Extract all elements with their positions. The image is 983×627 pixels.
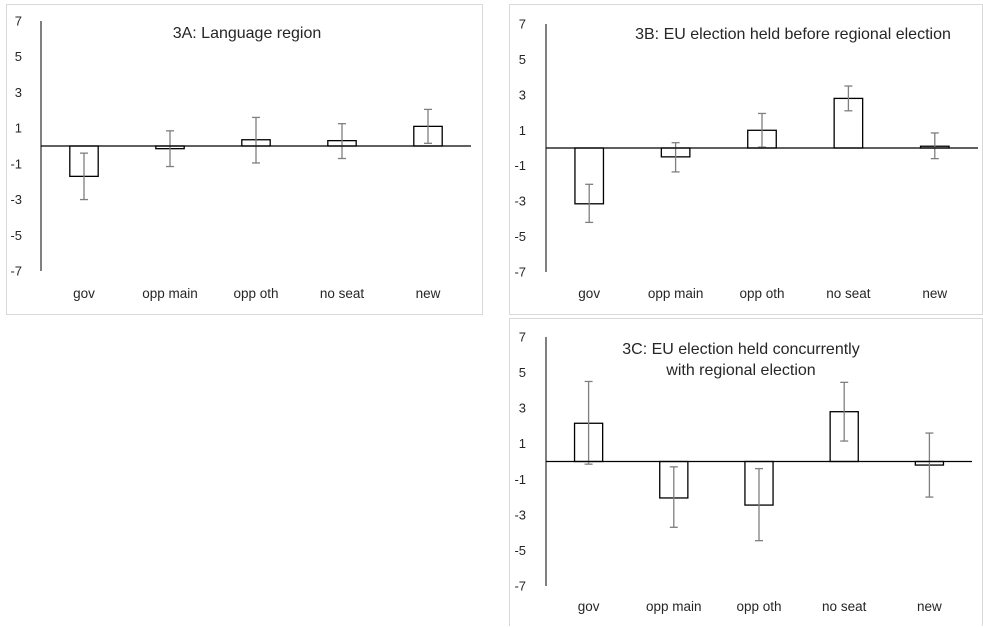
x-category-label: new [922,286,947,301]
chart-title-line: with regional election [665,362,815,379]
y-tick-label: -3 [10,192,22,207]
y-tick-label: 5 [15,49,22,64]
x-category-label: opp main [142,286,198,301]
chart-panel-3c: 3C: EU election held concurrently with re… [509,318,983,626]
x-category-label: no seat [822,599,867,614]
y-tick-label: -5 [514,229,526,244]
x-category-label: opp oth [736,599,781,614]
y-tick-label: -3 [514,507,526,522]
chart-title-line: 3A: Language region [173,25,322,42]
chart-title-line: 3B: EU election held before regional ele… [635,26,951,43]
y-tick-label: -1 [514,472,526,487]
y-tick-label: 5 [519,365,526,380]
chart-3a: 3A: Language region 7 5 3 1 -1 -3 -5 -7 gov opp ma… [10,14,471,301]
y-tick-label: 7 [519,17,526,32]
chart-3c: 3C: EU election held concurrently with re… [514,330,972,614]
y-tick-label: 7 [15,14,22,29]
x-category-label: no seat [826,286,871,301]
y-tick-label: 7 [519,330,526,345]
chart-title-line: 3C: EU election held concurrently [622,341,859,358]
y-tick-label: 1 [519,123,526,138]
x-category-label: new [416,286,441,301]
x-category-label: new [917,599,942,614]
y-tick-label: -5 [10,228,22,243]
x-category-label: opp oth [233,286,278,301]
y-tick-label: 3 [519,87,526,102]
x-category-label: opp oth [739,286,784,301]
y-tick-label: -5 [514,543,526,558]
x-category-label: opp main [648,286,704,301]
chart-panel-3a: 3A: Language region 7 5 3 1 -1 -3 -5 -7 gov opp ma… [6,4,483,315]
y-tick-label: -7 [514,579,526,594]
x-category-label: gov [578,286,600,301]
x-category-label: no seat [320,286,365,301]
x-category-label: gov [578,599,600,614]
y-tick-label: 5 [519,52,526,67]
y-tick-label: 1 [519,436,526,451]
chart-panel-3b: 3B: EU election held before regional ele… [509,4,983,315]
y-tick-label: 1 [15,121,22,136]
chart-3b: 3B: EU election held before regional ele… [514,17,978,301]
y-tick-label: 3 [15,85,22,100]
y-tick-label: -1 [10,156,22,171]
y-tick-label: -7 [10,264,22,279]
x-category-label: gov [73,286,95,301]
x-category-label: opp main [646,599,702,614]
y-tick-label: -3 [514,194,526,209]
y-tick-label: -7 [514,265,526,280]
y-tick-label: -1 [514,158,526,173]
y-tick-label: 3 [519,401,526,416]
